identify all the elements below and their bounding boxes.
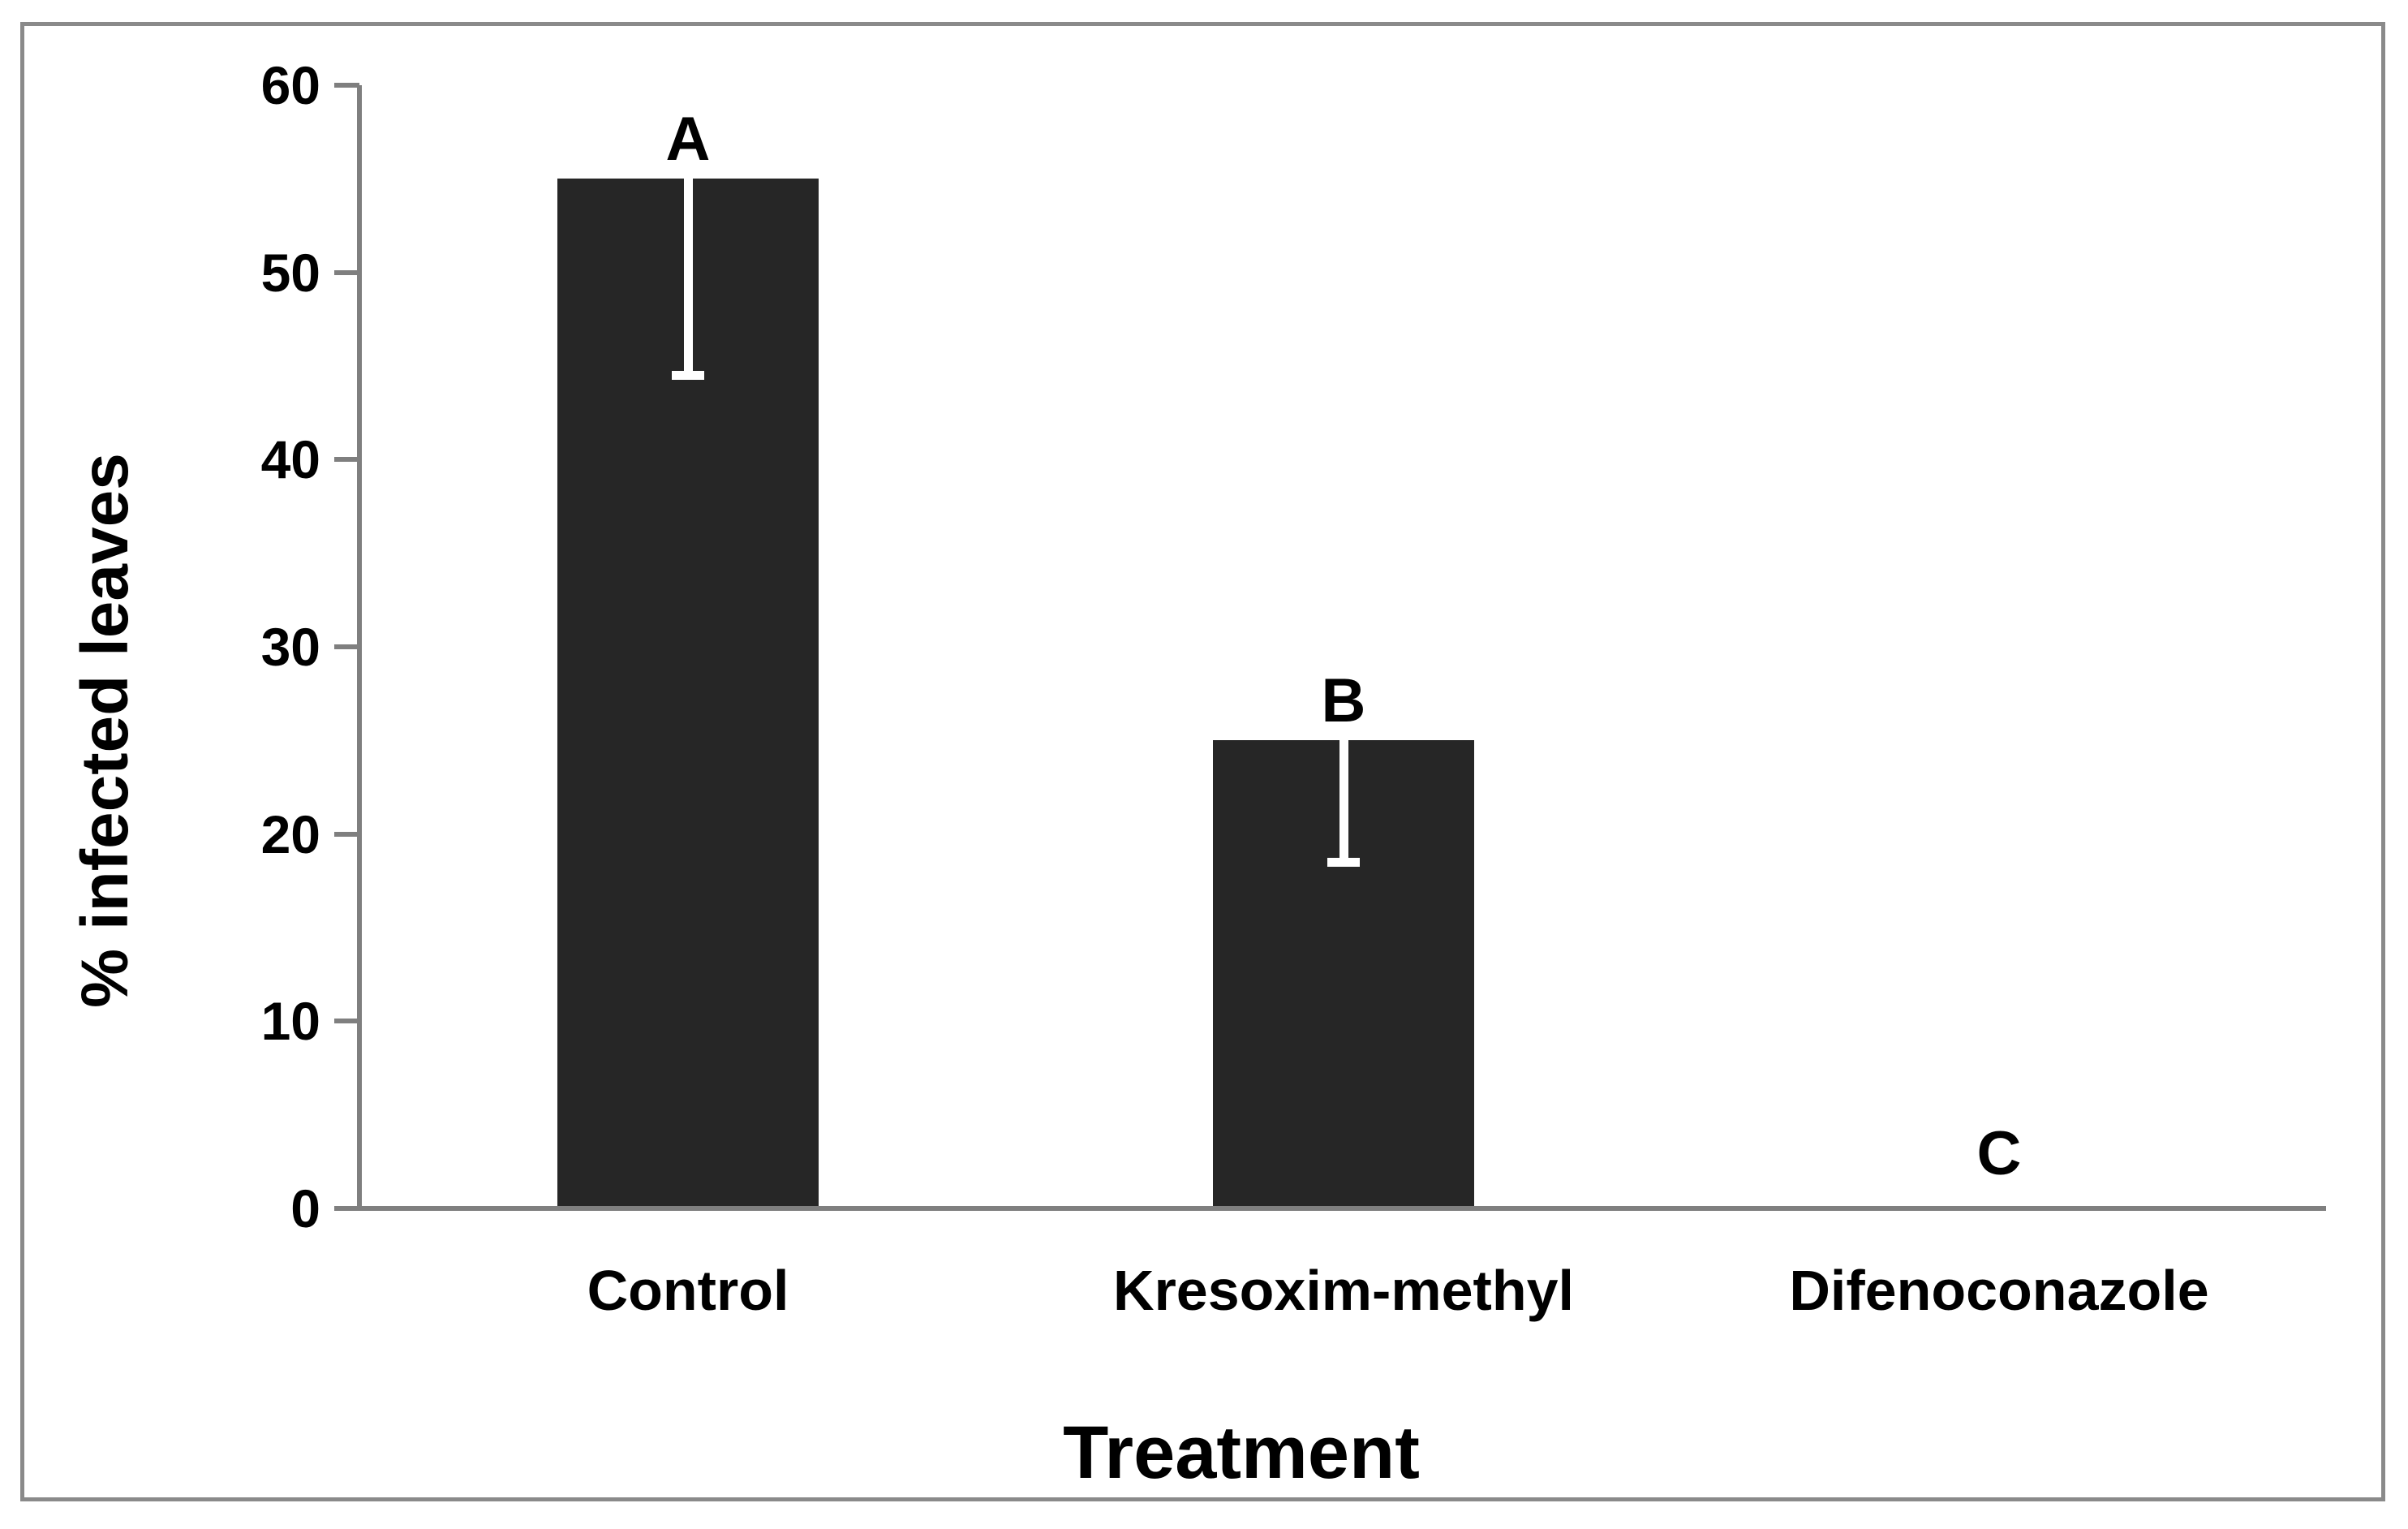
y-tick-label-0: 0 bbox=[290, 1178, 320, 1238]
y-tick-label-10: 10 bbox=[260, 991, 320, 1052]
y-tick-mark-60 bbox=[334, 82, 359, 88]
x-tick-label-control: Control bbox=[587, 1259, 789, 1322]
error-bar-kresoxim-methyl bbox=[1339, 740, 1348, 863]
y-axis-line bbox=[357, 84, 362, 1211]
x-axis-line bbox=[334, 1206, 2326, 1211]
error-bar-control bbox=[684, 179, 693, 376]
significance-letter-difenoconazole: C bbox=[1976, 1119, 2022, 1188]
x-tick-label-difenoconazole: Difenoconazole bbox=[1789, 1259, 2209, 1322]
error-bar-cap-kresoxim-methyl bbox=[1327, 858, 1360, 868]
y-tick-mark-50 bbox=[334, 269, 359, 275]
y-tick-mark-30 bbox=[334, 644, 359, 649]
y-tick-mark-40 bbox=[334, 457, 359, 463]
error-bar-cap-control bbox=[672, 371, 704, 381]
chart-frame bbox=[20, 22, 2385, 1501]
x-axis-title: Treatment bbox=[1063, 1411, 1420, 1494]
y-tick-label-30: 30 bbox=[260, 616, 320, 677]
y-tick-mark-20 bbox=[334, 831, 359, 837]
y-tick-mark-10 bbox=[334, 1019, 359, 1024]
y-axis-title: % infected leaves bbox=[68, 453, 142, 1008]
y-tick-label-40: 40 bbox=[260, 429, 320, 490]
y-tick-label-20: 20 bbox=[260, 803, 320, 864]
x-tick-label-kresoxim-methyl: Kresoxim-methyl bbox=[1113, 1259, 1574, 1322]
y-tick-label-60: 60 bbox=[260, 54, 320, 115]
significance-letter-kresoxim-methyl: B bbox=[1321, 666, 1366, 736]
significance-letter-control: A bbox=[665, 105, 711, 174]
y-tick-label-50: 50 bbox=[260, 242, 320, 303]
